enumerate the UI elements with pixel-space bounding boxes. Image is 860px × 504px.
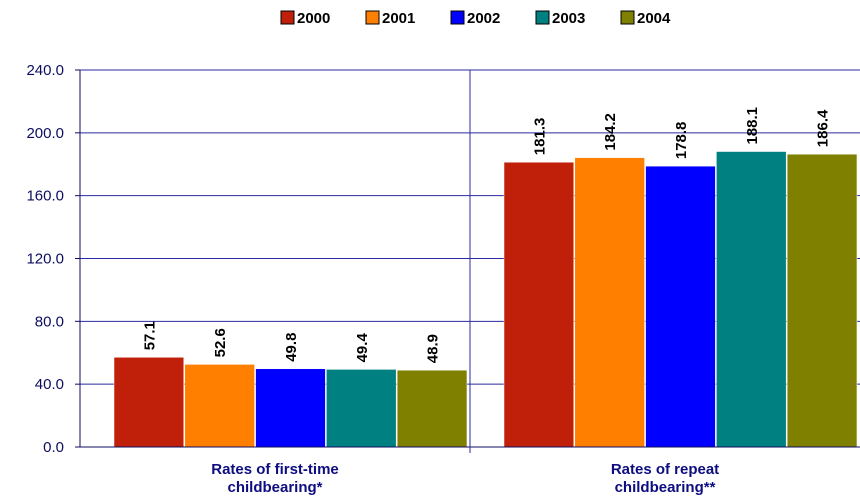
bar-2002-cat2 [645, 165, 716, 448]
bar-2003-cat2 [716, 151, 787, 448]
legend-label-2002: 2002 [467, 10, 500, 27]
value-label: 49.8 [283, 333, 300, 362]
legend-label-2001: 2001 [382, 10, 415, 27]
y-tick-label: 160.0 [26, 188, 64, 205]
bar-2004-cat2 [786, 153, 858, 448]
y-tick-label: 200.0 [26, 125, 64, 142]
legend-swatch-2003 [535, 10, 550, 25]
legend-swatch-2001 [365, 10, 380, 25]
category-label: Rates of first-time [211, 461, 339, 478]
y-axis-ticks: 0.0 40.0 80.0 120.0 160.0 200.0 240.0 [26, 62, 64, 456]
bar-2003-cat1 [326, 369, 397, 448]
y-tick-label: 240.0 [26, 62, 64, 79]
value-label: 186.4 [815, 109, 832, 147]
value-label: 184.2 [602, 113, 619, 151]
bar-2000-cat1 [113, 357, 185, 448]
bar-2000-cat2 [503, 161, 575, 448]
legend-label-2000: 2000 [297, 10, 330, 27]
legend-label-2004: 2004 [637, 10, 671, 27]
legend-swatch-2004 [620, 10, 635, 25]
value-labels: 57.1 52.6 49.8 49.4 48.9 181.3 184.2 178.8 188.1… [141, 107, 831, 363]
category-label: childbearing** [615, 479, 716, 496]
value-label: 48.9 [425, 334, 442, 363]
bar-2001-cat1 [184, 364, 255, 448]
value-label: 57.1 [141, 321, 158, 350]
legend: 2000 2001 2002 2003 2004 [280, 10, 671, 27]
y-tick-label: 0.0 [43, 439, 64, 456]
category-label: childbearing* [227, 479, 322, 496]
value-label: 178.8 [673, 122, 690, 160]
legend-swatch-2002 [450, 10, 465, 25]
y-tick-label: 40.0 [35, 376, 64, 393]
bars [113, 151, 858, 448]
legend-label-2003: 2003 [552, 10, 585, 27]
category-label: Rates of repeat [611, 461, 719, 478]
value-label: 188.1 [744, 107, 761, 145]
y-tick-label: 80.0 [35, 313, 64, 330]
value-label: 52.6 [212, 328, 229, 357]
bar-2002-cat1 [255, 368, 326, 448]
legend-swatch-2000 [280, 10, 295, 25]
value-label: 49.4 [354, 333, 371, 363]
y-tick-label: 120.0 [26, 251, 64, 268]
axes [75, 69, 860, 453]
bar-2004-cat1 [396, 369, 468, 448]
value-label: 181.3 [531, 118, 548, 156]
bar-2001-cat2 [574, 157, 645, 448]
